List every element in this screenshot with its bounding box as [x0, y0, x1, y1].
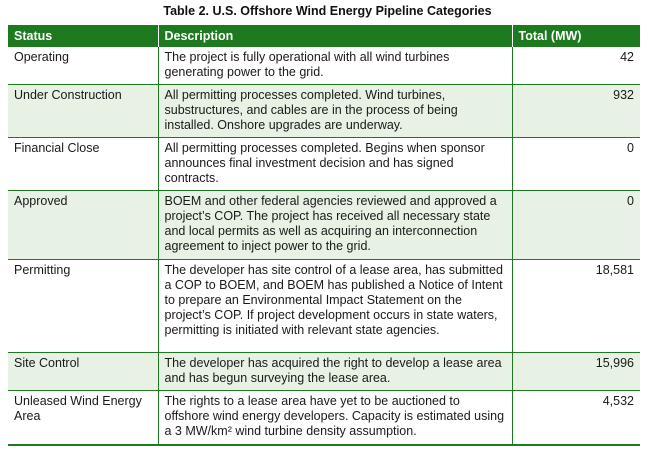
header-status: Status — [8, 25, 159, 47]
total-cell: 42 — [512, 47, 640, 85]
status-cell: Site Control — [8, 352, 159, 391]
table-row: Approved BOEM and other federal agencies… — [8, 190, 640, 260]
description-cell: The project is fully operational with al… — [158, 47, 513, 85]
status-cell: Operating — [8, 47, 159, 85]
description-cell: The developer has acquired the right to … — [158, 352, 513, 391]
total-cell: 18,581 — [512, 259, 640, 353]
description-cell: The developer has site control of a leas… — [158, 259, 513, 353]
table-row: Permitting The developer has site contro… — [8, 259, 640, 353]
description-cell: All permitting processes completed. Begi… — [158, 137, 513, 191]
table-row: Unleased Wind Energy Area The rights to … — [8, 390, 640, 446]
total-cell: 0 — [512, 190, 640, 260]
pipeline-table: Status Description Total (MW) Operating … — [8, 25, 640, 446]
description-cell: All permitting processes completed. Wind… — [158, 84, 513, 138]
status-cell: Under Construction — [8, 84, 159, 138]
table-caption: Table 2. U.S. Offshore Wind Energy Pipel… — [163, 4, 492, 18]
total-cell: 932 — [512, 84, 640, 138]
header-total: Total (MW) — [512, 25, 640, 47]
status-cell: Approved — [8, 190, 159, 260]
status-cell: Unleased Wind Energy Area — [8, 390, 159, 446]
table-row: Financial Close All permitting processes… — [8, 137, 640, 191]
total-cell: 0 — [512, 137, 640, 191]
table-body: Operating The project is fully operation… — [8, 47, 640, 446]
table-row: Under Construction All permitting proces… — [8, 84, 640, 138]
total-cell: 15,996 — [512, 352, 640, 391]
status-cell: Financial Close — [8, 137, 159, 191]
description-cell: The rights to a lease area have yet to b… — [158, 390, 513, 446]
table-row: Site Control The developer has acquired … — [8, 352, 640, 391]
table-header: Status Description Total (MW) — [8, 25, 640, 47]
status-cell: Permitting — [8, 259, 159, 353]
header-description: Description — [158, 25, 513, 47]
total-cell: 4,532 — [512, 390, 640, 446]
description-cell: BOEM and other federal agencies reviewed… — [158, 190, 513, 260]
header-row: Status Description Total (MW) — [8, 25, 640, 47]
table-row: Operating The project is fully operation… — [8, 47, 640, 85]
